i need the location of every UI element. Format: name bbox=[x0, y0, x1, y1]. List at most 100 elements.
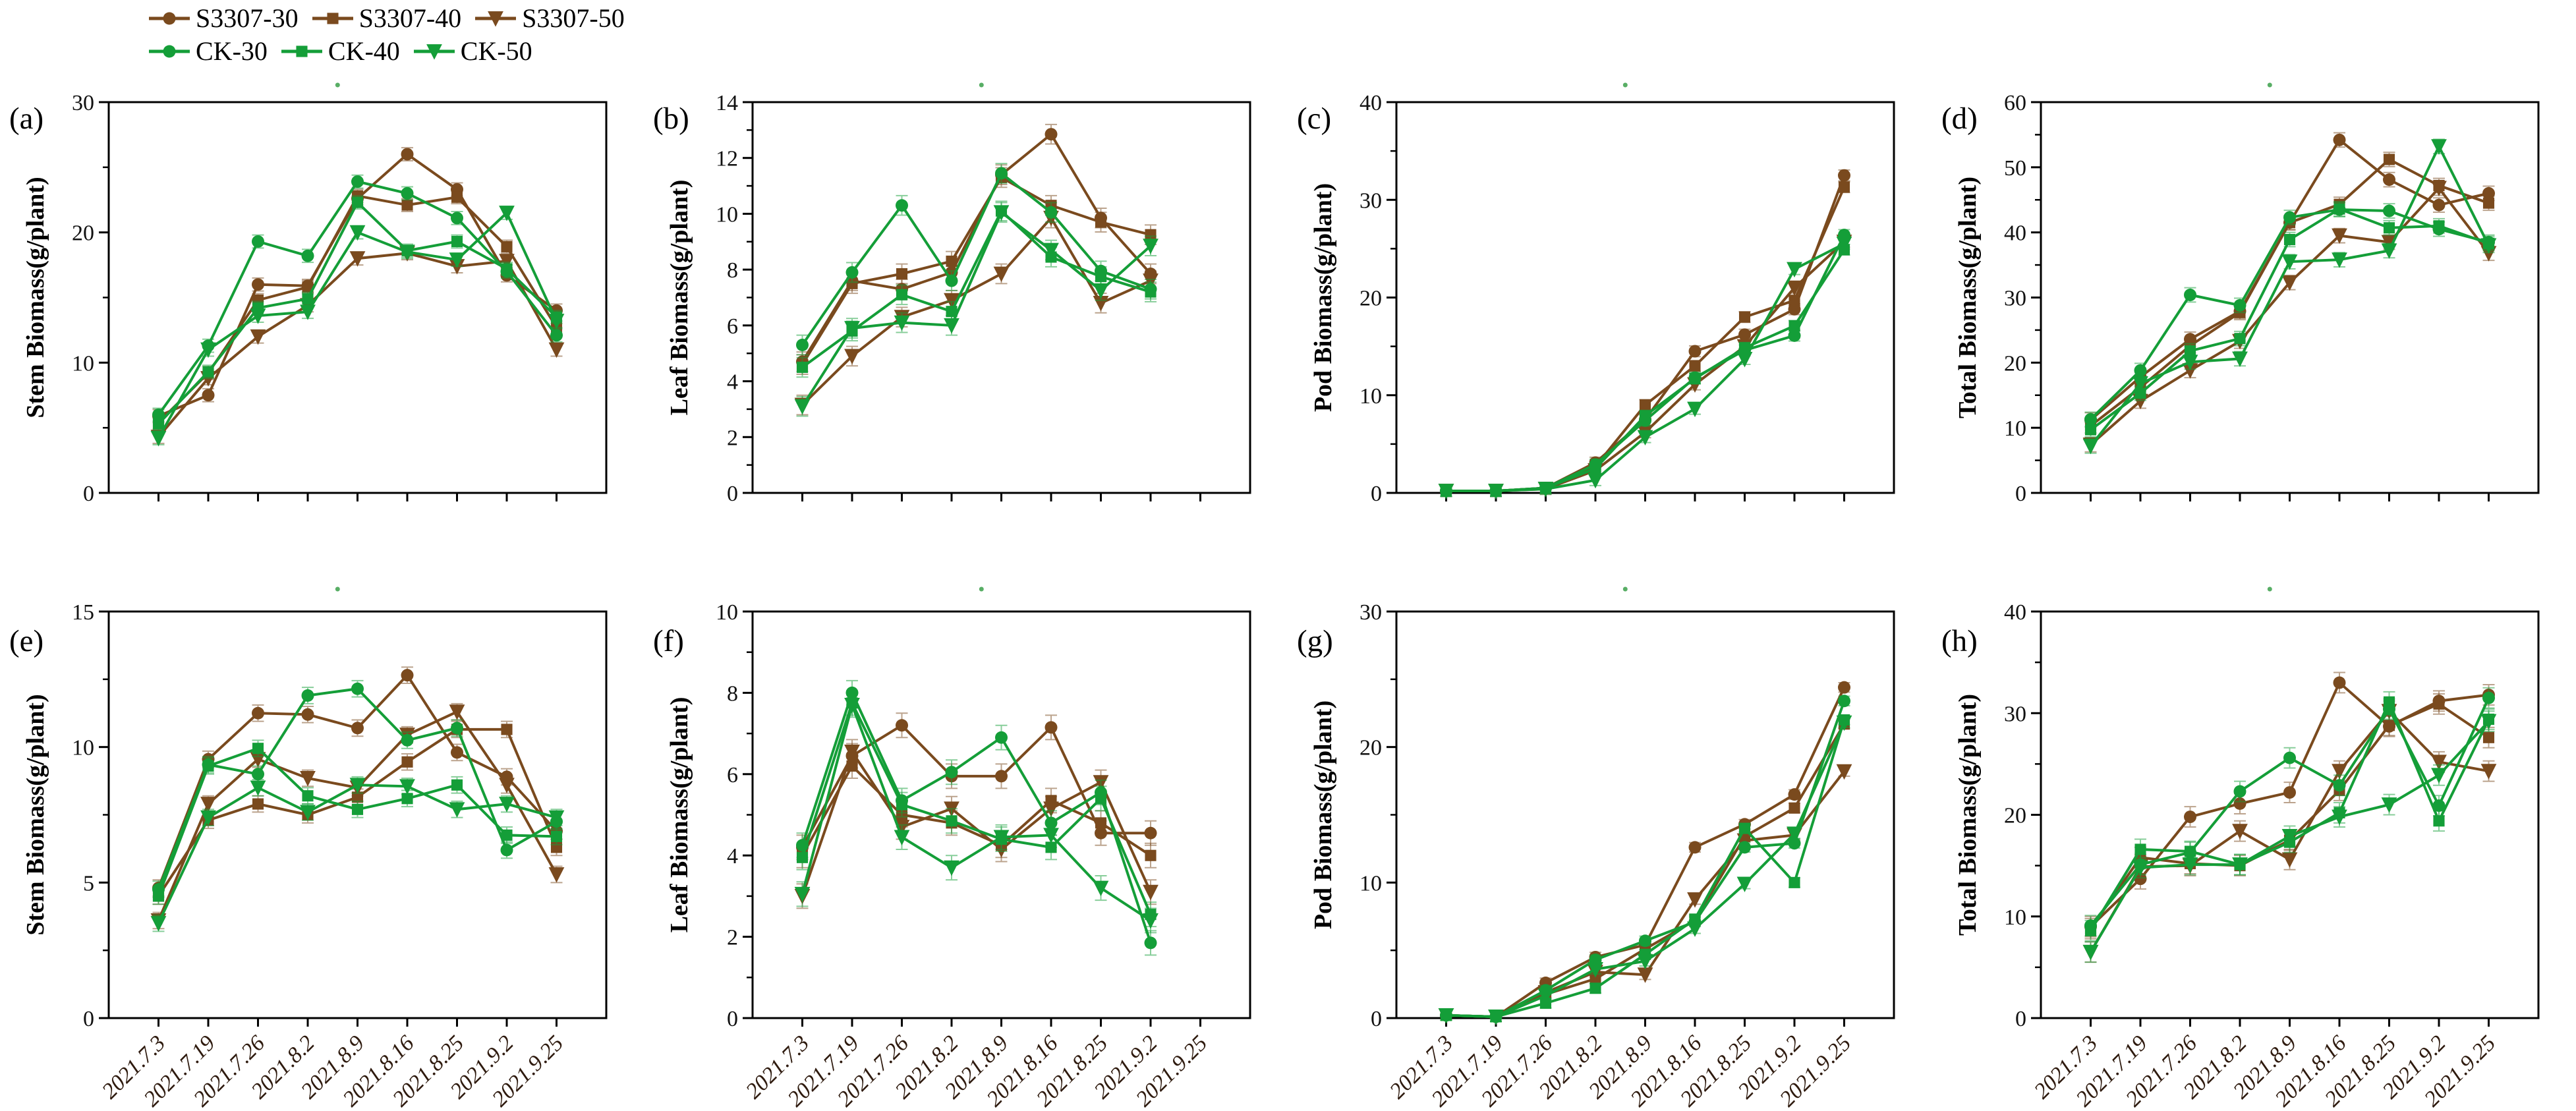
legend-label: S3307-50 bbox=[522, 3, 625, 33]
data-point-marker bbox=[2283, 786, 2296, 799]
data-point-marker bbox=[1589, 983, 1601, 994]
legend-marker-icon bbox=[426, 44, 442, 60]
series-CK-50 bbox=[1438, 715, 1852, 1025]
data-point-marker bbox=[301, 689, 314, 702]
legend-marker-icon bbox=[327, 13, 339, 24]
data-point-marker bbox=[1143, 884, 1159, 901]
legend-marker-icon bbox=[163, 12, 176, 25]
data-point-marker bbox=[1043, 801, 1059, 817]
y-axis-title: Leaf Biomass(g/plant) bbox=[666, 180, 693, 416]
y-tick-label: 0 bbox=[727, 482, 738, 506]
data-point-marker bbox=[1838, 695, 1850, 708]
data-point-marker bbox=[1787, 280, 1802, 297]
data-point-marker bbox=[1637, 430, 1653, 446]
series-line bbox=[1446, 234, 1846, 493]
series-line bbox=[801, 171, 1151, 346]
legend-marker-icon bbox=[163, 45, 176, 58]
legend-item-s3307-40: S3307-40 bbox=[312, 3, 462, 34]
data-point-marker bbox=[1537, 482, 1554, 498]
y-tick-label: 60 bbox=[2004, 91, 2026, 115]
series-line bbox=[801, 208, 1151, 369]
data-point-marker bbox=[2184, 811, 2196, 824]
data-point-marker bbox=[1738, 342, 1751, 354]
data-point-marker bbox=[1093, 283, 1109, 299]
data-point-marker bbox=[499, 797, 515, 812]
data-point-marker bbox=[945, 766, 958, 779]
y-tick-label: 0 bbox=[83, 482, 94, 506]
y-tick-label: 15 bbox=[72, 600, 94, 625]
data-point-marker bbox=[451, 191, 463, 203]
data-point-marker bbox=[1145, 849, 1157, 861]
series-line bbox=[2089, 697, 2490, 926]
data-point-marker bbox=[2383, 222, 2395, 234]
y-tick-label: 10 bbox=[716, 202, 738, 227]
data-point-marker bbox=[449, 252, 465, 268]
data-point-marker bbox=[894, 830, 910, 845]
panel-e: 0 5 10 15 2021.7.3 2021.7.19 2021.7.26 2021.8.2… bbox=[0, 580, 644, 1111]
data-point-marker bbox=[200, 342, 216, 358]
data-point-marker bbox=[550, 830, 563, 842]
data-point-marker bbox=[896, 289, 908, 300]
data-point-marker bbox=[300, 304, 316, 320]
data-point-marker bbox=[1788, 837, 1801, 850]
data-point-marker bbox=[200, 810, 216, 826]
data-point-marker bbox=[2283, 233, 2296, 246]
data-point-marker bbox=[451, 212, 463, 225]
data-point-marker bbox=[301, 708, 314, 721]
data-point-marker bbox=[451, 235, 463, 248]
data-point-marker bbox=[2383, 154, 2395, 165]
y-axis-title: Total Biomass(g/plant) bbox=[1954, 694, 1982, 936]
data-point-marker bbox=[401, 199, 413, 211]
series-line bbox=[157, 252, 558, 438]
data-point-marker bbox=[451, 722, 463, 735]
data-point-marker bbox=[894, 315, 910, 331]
data-point-marker bbox=[846, 277, 858, 289]
data-point-marker bbox=[2332, 252, 2347, 268]
series-line bbox=[157, 180, 558, 416]
data-point-marker bbox=[844, 349, 860, 365]
data-point-marker bbox=[1588, 472, 1603, 489]
panel-b: 0 2 4 6 8 10 12 14 Leaf Biomass(g/plant) (b) bbox=[644, 72, 1288, 580]
data-point-marker bbox=[2233, 797, 2247, 811]
data-point-marker bbox=[1639, 410, 1651, 422]
data-point-marker bbox=[500, 843, 513, 857]
data-point-marker bbox=[946, 255, 958, 267]
data-point-marker bbox=[2232, 824, 2248, 840]
series-CK-50 bbox=[150, 206, 565, 447]
series-line bbox=[2089, 698, 2490, 932]
data-point-marker bbox=[349, 225, 366, 241]
data-point-marker bbox=[995, 731, 1008, 744]
series-CK-50 bbox=[794, 692, 1159, 934]
data-point-marker bbox=[1788, 329, 1801, 342]
data-point-marker bbox=[844, 321, 860, 337]
data-point-marker bbox=[2333, 203, 2345, 215]
series-line bbox=[801, 175, 1151, 366]
legend-item-s3307-50: S3307-50 bbox=[474, 3, 625, 34]
series-line bbox=[1446, 241, 1845, 493]
stray-dot-icon bbox=[979, 586, 984, 592]
triangle-down-marker-icon bbox=[475, 11, 517, 27]
plot-border bbox=[751, 610, 1251, 1019]
y-tick-label: 6 bbox=[727, 314, 738, 339]
data-point-marker bbox=[2182, 363, 2198, 379]
data-point-marker bbox=[351, 196, 364, 208]
data-point-marker bbox=[252, 278, 264, 291]
y-axis-title: Stem Biomass(g/plant) bbox=[22, 177, 49, 418]
data-point-marker bbox=[844, 744, 860, 760]
legend-label: S3307-40 bbox=[358, 3, 462, 33]
y-tick-label: 0 bbox=[2015, 1007, 2026, 1031]
data-point-marker bbox=[1438, 484, 1454, 499]
y-tick-label: 20 bbox=[2004, 351, 2026, 376]
data-point-marker bbox=[2084, 424, 2097, 436]
y-tick-label: 4 bbox=[727, 844, 738, 869]
data-point-marker bbox=[2134, 843, 2146, 855]
series-line bbox=[801, 724, 1151, 848]
data-point-marker bbox=[550, 329, 563, 342]
data-point-marker bbox=[1787, 262, 1802, 278]
data-point-marker bbox=[1838, 181, 1850, 193]
stray-dot-icon bbox=[335, 82, 340, 88]
panel-d: 0 10 20 30 40 50 60 Total Biomass(g/plant) (d) bbox=[1932, 72, 2576, 580]
data-point-marker bbox=[1043, 828, 1059, 843]
data-point-marker bbox=[349, 778, 366, 793]
